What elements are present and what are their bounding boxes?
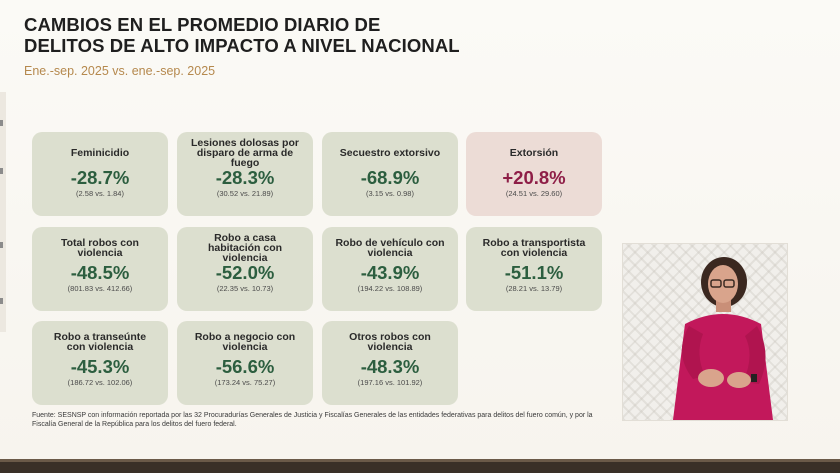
card-label: Robo a transeúnte con violencia xyxy=(53,331,147,353)
card-robo-negocio: Robo a negocio con violencia -56.6% (173… xyxy=(177,321,313,405)
slide-title: CAMBIOS EN EL PROMEDIO DIARIO DE DELITOS… xyxy=(24,14,460,56)
crime-stats-grid: Feminicidio -28.7% (2.58 vs. 1.84) Lesio… xyxy=(32,132,602,407)
card-value: -43.9% xyxy=(360,262,420,283)
card-extorsion: Extorsión +20.8% (24.51 vs. 29.60) xyxy=(466,132,602,216)
card-comparison: (2.58 vs. 1.84) xyxy=(76,189,124,198)
card-robo-vehiculo: Robo de vehículo con violencia -43.9% (1… xyxy=(322,227,458,311)
card-comparison: (194.22 vs. 108.89) xyxy=(357,284,423,293)
card-label: Robo a transportista con violencia xyxy=(482,237,586,259)
card-robo-transeunte: Robo a transeúnte con violencia -45.3% (… xyxy=(32,321,168,405)
card-comparison: (3.15 vs. 0.98) xyxy=(366,189,414,198)
card-value: -68.9% xyxy=(360,167,420,188)
card-value: -45.3% xyxy=(70,356,130,377)
card-label: Robo a casa habitación con violencia xyxy=(207,232,283,264)
left-edge-strip xyxy=(0,92,6,332)
card-comparison: (28.21 vs. 13.79) xyxy=(505,284,563,293)
card-comparison: (30.52 vs. 21.89) xyxy=(216,189,274,198)
sign-language-interpreter-video xyxy=(622,243,788,421)
card-value: +20.8% xyxy=(502,167,566,188)
card-value: -52.0% xyxy=(215,262,275,283)
card-robo-casa: Robo a casa habitación con violencia -52… xyxy=(177,227,313,311)
card-otros-robos: Otros robos con violencia -48.3% (197.16… xyxy=(322,321,458,405)
card-secuestro-extorsivo: Secuestro extorsivo -68.9% (3.15 vs. 0.9… xyxy=(322,132,458,216)
card-label: Extorsión xyxy=(509,147,559,159)
card-label: Feminicidio xyxy=(70,147,130,159)
card-comparison: (24.51 vs. 29.60) xyxy=(505,189,563,198)
card-comparison: (186.72 vs. 102.06) xyxy=(67,378,133,387)
card-total-robos: Total robos con violencia -48.5% (801.83… xyxy=(32,227,168,311)
card-feminicidio: Feminicidio -28.7% (2.58 vs. 1.84) xyxy=(32,132,168,216)
card-comparison: (197.16 vs. 101.92) xyxy=(357,378,423,387)
footer-bar xyxy=(0,459,840,473)
card-comparison: (801.83 vs. 412.66) xyxy=(67,284,133,293)
card-value: -48.5% xyxy=(70,262,130,283)
slide-subtitle: Ene.-sep. 2025 vs. ene.-sep. 2025 xyxy=(24,64,216,78)
card-label: Robo de vehículo con violencia xyxy=(335,237,445,259)
card-label: Otros robos con violencia xyxy=(349,331,431,353)
card-robo-transportista: Robo a transportista con violencia -51.1… xyxy=(466,227,602,311)
card-label: Robo a negocio con violencia xyxy=(194,331,296,353)
card-value: -56.6% xyxy=(215,356,275,377)
card-label: Secuestro extorsivo xyxy=(339,147,441,159)
card-value: -51.1% xyxy=(504,262,564,283)
card-comparison: (22.35 vs. 10.73) xyxy=(216,284,274,293)
card-lesiones-dolosas: Lesiones dolosas por disparo de arma de … xyxy=(177,132,313,216)
card-value: -48.3% xyxy=(360,356,420,377)
card-comparison: (173.24 vs. 75.27) xyxy=(214,378,276,387)
card-label: Total robos con violencia xyxy=(61,237,139,259)
card-value: -28.7% xyxy=(70,167,130,188)
source-note: Fuente: SESNSP con información reportada… xyxy=(32,412,593,428)
card-value: -28.3% xyxy=(215,167,275,188)
interpreter-figure xyxy=(673,257,773,420)
card-label: Lesiones dolosas por disparo de arma de … xyxy=(191,137,299,169)
